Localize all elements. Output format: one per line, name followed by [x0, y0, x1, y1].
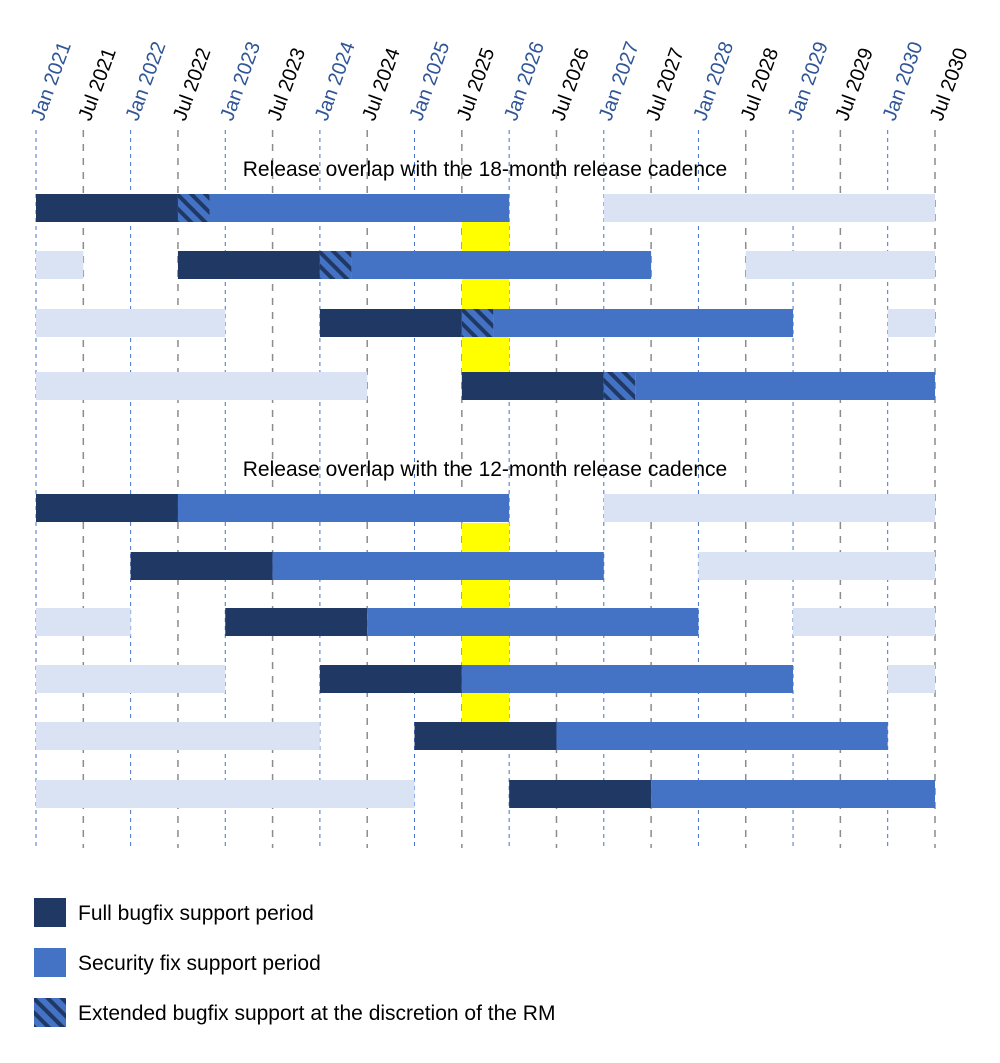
inactive-bar	[603, 194, 935, 222]
panel-title-12-month: Release overlap with the 12-month releas…	[243, 458, 727, 481]
inactive-bar	[698, 552, 935, 580]
inactive-bar	[887, 665, 935, 693]
inactive-bar	[603, 494, 935, 522]
highlight-band	[461, 222, 510, 372]
legend-swatch-extended	[34, 998, 66, 1027]
inactive-bar	[36, 309, 226, 337]
x-tick-label: Jan 2023	[216, 39, 265, 124]
x-tick-label: Jul 2022	[169, 45, 216, 124]
inactive-bar	[793, 608, 935, 636]
x-tick-label: Jan 2030	[879, 39, 928, 124]
x-tick-label: Jul 2023	[264, 45, 311, 124]
x-tick-label: Jul 2024	[358, 45, 405, 124]
security-fix-bar	[177, 494, 510, 522]
security-fix-bar	[651, 780, 935, 808]
legend-swatch-security	[34, 948, 66, 977]
inactive-bar	[36, 372, 368, 400]
panel-title-18-month: Release overlap with the 18-month releas…	[243, 158, 727, 181]
legend-swatch-full	[34, 898, 66, 927]
full-bugfix-bar	[461, 372, 604, 400]
inactive-bar	[36, 251, 84, 279]
extended-bugfix-bar	[461, 309, 494, 337]
full-bugfix-bar	[225, 608, 368, 636]
full-bugfix-bar	[36, 494, 178, 522]
security-fix-bar	[461, 665, 794, 693]
x-tick-label: Jul 2026	[547, 45, 594, 124]
full-bugfix-bar	[509, 780, 652, 808]
extended-bugfix-bar	[177, 194, 210, 222]
x-tick-label: Jan 2026	[500, 39, 549, 124]
inactive-bar	[36, 665, 226, 693]
x-tick-label: Jul 2025	[453, 45, 500, 124]
x-tick-label: Jul 2021	[74, 45, 121, 124]
inactive-bar	[745, 251, 935, 279]
full-bugfix-bar	[319, 309, 462, 337]
x-tick-label: Jan 2021	[27, 39, 76, 124]
full-bugfix-bar	[414, 722, 557, 750]
x-tick-label: Jan 2025	[406, 39, 455, 124]
x-tick-label: Jul 2030	[926, 45, 973, 124]
x-tick-label: Jan 2024	[311, 39, 360, 124]
legend-label-full: Full bugfix support period	[78, 902, 314, 925]
legend-label-extended: Extended bugfix support at the discretio…	[78, 1002, 555, 1025]
inactive-bar	[36, 722, 320, 750]
x-tick-label: Jan 2029	[784, 39, 833, 124]
full-bugfix-bar	[36, 194, 178, 222]
security-fix-bar	[556, 722, 888, 750]
full-bugfix-bar	[319, 665, 462, 693]
x-tick-label: Jan 2022	[122, 39, 171, 124]
inactive-bar	[36, 608, 131, 636]
security-fix-bar	[351, 251, 652, 279]
x-tick-label: Jul 2029	[831, 45, 878, 124]
full-bugfix-bar	[130, 552, 273, 580]
inactive-bar	[36, 780, 415, 808]
extended-bugfix-bar	[319, 251, 352, 279]
security-fix-bar	[209, 194, 510, 222]
x-tick-label: Jul 2027	[642, 45, 689, 124]
extended-bugfix-bar	[603, 372, 636, 400]
x-tick-label: Jul 2028	[737, 45, 784, 124]
full-bugfix-bar	[177, 251, 320, 279]
inactive-bar	[887, 309, 935, 337]
security-fix-bar	[367, 608, 699, 636]
legend-label-security: Security fix support period	[78, 952, 321, 975]
security-fix-bar	[272, 552, 604, 580]
security-fix-bar	[635, 372, 935, 400]
x-tick-label: Jan 2027	[595, 39, 644, 124]
security-fix-bar	[493, 309, 794, 337]
x-tick-label: Jan 2028	[689, 39, 738, 124]
